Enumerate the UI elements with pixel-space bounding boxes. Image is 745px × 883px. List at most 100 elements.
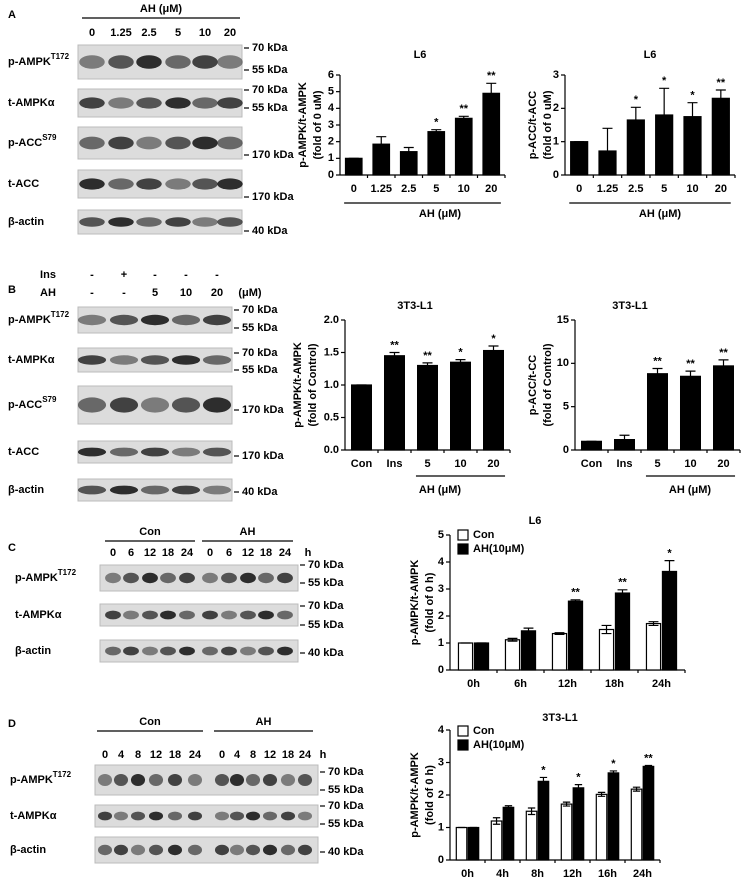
blot-band	[142, 572, 158, 584]
lane-label: 12	[144, 547, 156, 559]
bar	[537, 780, 550, 861]
error-bar	[597, 791, 606, 797]
y-tick-label: 2	[438, 610, 444, 622]
y-tick-label: 3	[438, 756, 444, 768]
row-label-text: t-AMPKα	[8, 354, 55, 366]
error-bar	[601, 624, 612, 635]
chart-title: 3T3-L1	[542, 712, 577, 724]
significance-label: **	[653, 355, 662, 367]
blot-band	[113, 811, 129, 821]
row-label-text: p-AMPK	[15, 572, 58, 584]
row-label: t-AMPKα	[15, 609, 62, 621]
y-tick-label: 1	[553, 136, 559, 148]
legend-swatch	[457, 529, 469, 541]
y-axis-label: p-AMPK/t-AMPK	[409, 560, 421, 646]
row-label: β-actin	[8, 484, 44, 496]
significance-label: **	[717, 77, 726, 89]
error-bar	[562, 801, 571, 807]
y-axis-label: (fold of Control)	[542, 343, 554, 426]
error-bar	[492, 817, 501, 825]
condition-value: -	[90, 287, 94, 299]
significance-label: **	[459, 103, 468, 115]
blot-band	[108, 55, 134, 69]
marker-label: 70 kDa	[252, 42, 288, 54]
blot-band	[97, 844, 113, 856]
lane-label: 2.5	[141, 27, 156, 39]
lane-label: 4	[234, 749, 241, 761]
row-label-text: p-AMPK	[8, 314, 51, 326]
bar	[560, 803, 573, 861]
y-tick-label: 15	[557, 314, 569, 326]
blot-band	[142, 646, 158, 656]
chart-title: L6	[529, 515, 542, 527]
row-label: p-AMPKT172	[10, 770, 72, 786]
y-tick-label: 6	[328, 69, 334, 81]
marker-label: 55 kDa	[242, 364, 278, 376]
significance-label: *	[491, 333, 496, 345]
error-bar	[486, 82, 497, 104]
marker-label: 55 kDa	[308, 619, 344, 631]
blot-band	[171, 397, 201, 413]
blot-band	[192, 136, 218, 150]
y-tick-label: 0	[438, 664, 444, 676]
row-label: t-ACC	[8, 446, 39, 458]
x-tick-label: 20	[717, 458, 729, 470]
y-tick-label: 2.0	[324, 314, 339, 326]
error-bar	[687, 102, 698, 132]
chart-title: L6	[644, 49, 657, 61]
blot-band	[109, 447, 139, 457]
significance-label: *	[576, 772, 581, 784]
marker-label: 70 kDa	[252, 84, 288, 96]
blot-band	[217, 55, 243, 69]
x-tick-label: 0h	[467, 678, 480, 690]
blot-band	[136, 178, 162, 190]
blot-band	[109, 314, 139, 326]
blot-band	[97, 774, 113, 786]
blot-band	[258, 646, 274, 656]
bar	[661, 570, 678, 671]
blot-band	[229, 811, 245, 821]
legend-swatch	[457, 543, 469, 555]
condition-label: Ins	[40, 269, 56, 281]
significance-label: *	[434, 117, 439, 129]
error-bar	[664, 560, 675, 583]
row-label: t-AMPKα	[10, 810, 57, 822]
lane-label: 20	[224, 27, 236, 39]
y-tick-label: 0	[328, 169, 334, 181]
blot-band	[140, 485, 170, 495]
lane-label: 12	[242, 547, 254, 559]
blot-band	[79, 217, 105, 227]
condition-value: 20	[211, 287, 223, 299]
blot-band	[108, 178, 134, 190]
condition-label: AH	[40, 287, 56, 299]
x-tick-label: Ins	[617, 458, 633, 470]
marker-label: 55 kDa	[308, 577, 344, 589]
legend-swatch	[457, 739, 469, 751]
x-tick-label: 2.5	[628, 183, 643, 195]
y-tick-label: 0.0	[324, 444, 339, 456]
blot-frame	[94, 804, 319, 828]
blot-band	[97, 811, 113, 821]
blot-band	[258, 572, 274, 584]
bar	[490, 820, 503, 861]
blot-band	[217, 217, 243, 227]
blot-band	[113, 774, 129, 786]
group-label: Con	[139, 716, 161, 728]
error-bar	[609, 770, 618, 776]
blot-band	[240, 646, 256, 656]
lane-label: 6	[226, 547, 232, 559]
error-bar	[488, 345, 499, 356]
blot-band	[187, 774, 203, 786]
error-bar	[389, 351, 400, 360]
blot-band	[77, 397, 107, 413]
blot-band	[165, 97, 191, 109]
x-tick-label: 20	[487, 458, 499, 470]
chart-title: L6	[414, 49, 427, 61]
legend-label: AH(10μM)	[473, 739, 525, 751]
x-tick-label: 0	[576, 183, 582, 195]
marker-label: 70 kDa	[242, 304, 278, 316]
lane-label: 0	[110, 547, 116, 559]
blot-band	[280, 774, 296, 786]
x-axis-label: AH (μM)	[669, 484, 712, 496]
error-bar	[458, 115, 469, 121]
